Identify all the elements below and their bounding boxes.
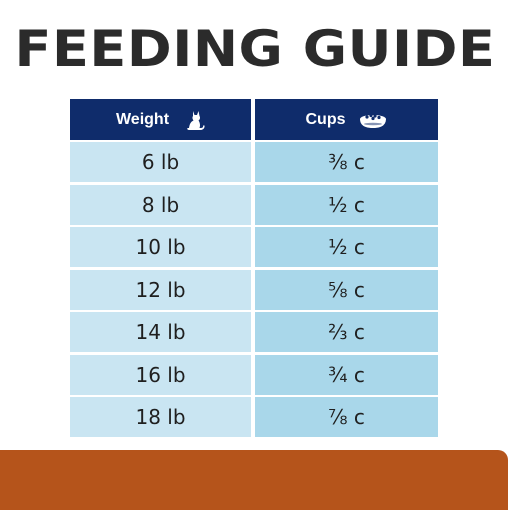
cups-header-label: Cups [305, 110, 346, 128]
table-row: 16 lb ¾ c [70, 354, 438, 395]
cups-cell: ⅝ c [255, 269, 438, 310]
feeding-table: Weight Cups [70, 99, 438, 440]
cups-cell: ½ c [255, 227, 438, 267]
weight-header-label: Weight [115, 110, 170, 128]
weight-header: Weight [70, 99, 251, 140]
cups-cell: ⅞ c [255, 397, 438, 437]
table-row: 18 lb ⅞ c [70, 397, 438, 437]
weight-cell: 12 lb [70, 269, 251, 310]
weight-cell: 8 lb [70, 184, 251, 225]
food-bowl-icon [358, 110, 388, 130]
page-title: FEEDING GUIDE [14, 20, 496, 78]
table-row: 14 lb ⅔ c [70, 312, 438, 352]
bottom-color-band [0, 450, 508, 510]
weight-cell: 16 lb [70, 354, 251, 395]
cups-cell: ⅜ c [255, 142, 438, 182]
weight-cell: 18 lb [70, 397, 251, 437]
table-header: Weight Cups [70, 99, 438, 140]
table-row: 6 lb ⅜ c [70, 142, 438, 182]
table-row: 12 lb ⅝ c [70, 269, 438, 310]
weight-cell: 14 lb [70, 312, 251, 352]
weight-cell: 6 lb [70, 142, 251, 182]
cups-header: Cups [255, 99, 438, 140]
cups-cell: ¾ c [255, 354, 438, 395]
cups-cell: ⅔ c [255, 312, 438, 352]
cups-cell: ½ c [255, 184, 438, 225]
weight-cell: 10 lb [70, 227, 251, 267]
cat-icon [181, 109, 205, 131]
table-row: 8 lb ½ c [70, 184, 438, 225]
table-row: 10 lb ½ c [70, 227, 438, 267]
